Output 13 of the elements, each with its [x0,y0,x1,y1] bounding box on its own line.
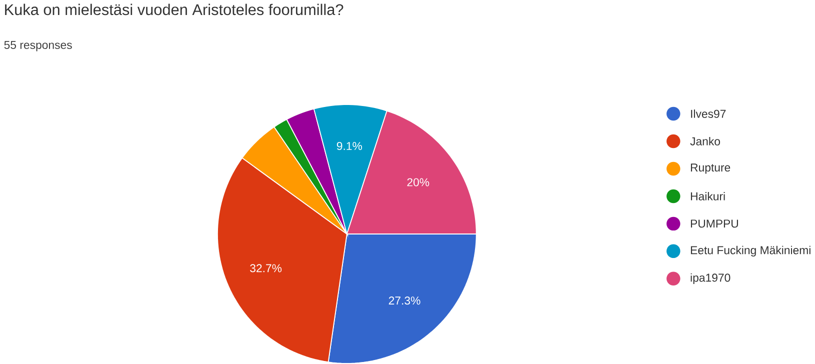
legend-label: Haikuri [690,192,725,200]
legend-label: Eetu Fucking Mäkiniemi [690,246,810,257]
legend-label: Janko [690,137,720,146]
text: 55 responses [4,41,72,52]
data-label: 20% [407,178,430,186]
data-label: 32.7% [250,264,282,272]
data-label: 9.1% [336,142,362,150]
data-label: 27.3% [388,296,420,305]
legend-label: ipa1970 [690,273,730,284]
legend-label: Rupture [690,164,730,174]
legend-label: PUMPPU [690,220,738,228]
chart-title: Kuka on mielestäsi vuoden Aristoteles foorumilla? [5,4,344,16]
legend-label: Ilves97 [691,110,726,118]
